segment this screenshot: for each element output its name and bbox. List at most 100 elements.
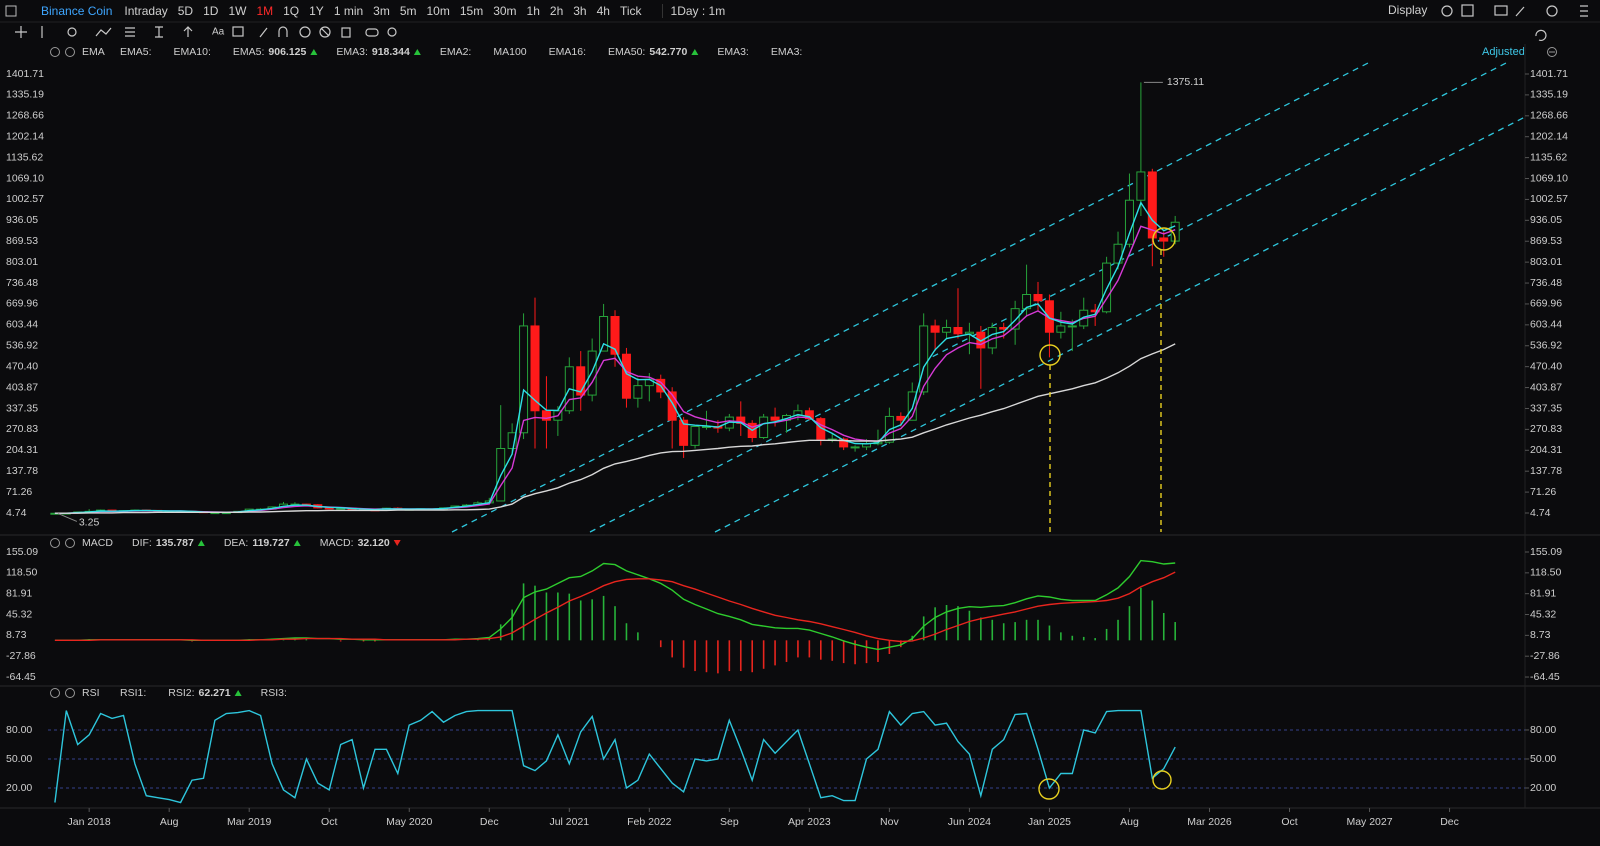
period-list: Intraday 5D 1D 1W 1M 1Q 1Y 1 min 3m 5m 10m 15m 30m 1h… xyxy=(124,4,651,18)
trend-channel[interactable] xyxy=(451,61,1526,533)
candle-body xyxy=(530,325,540,412)
candle-body xyxy=(690,425,700,446)
candle-body xyxy=(759,416,769,438)
candle-body xyxy=(850,446,860,449)
y-tick-label: -27.86 xyxy=(6,650,36,662)
legend-value: 542.770 xyxy=(649,46,687,58)
legend-icons[interactable] xyxy=(50,47,1557,698)
candle-body xyxy=(1136,171,1146,201)
legend-change-arrow xyxy=(197,540,205,546)
x-tick-label: May 2027 xyxy=(1346,816,1392,828)
y-tick-label: 137.78 xyxy=(6,465,38,477)
y-tick-label: 8.73 xyxy=(6,629,27,641)
candle-body xyxy=(1124,199,1134,245)
y-tick-label: 137.78 xyxy=(1530,465,1562,477)
y-tick-label: 603.44 xyxy=(1530,319,1562,331)
legend-name: EMA5: xyxy=(120,46,152,58)
y-tick-label: 80.00 xyxy=(1530,724,1556,736)
period-button[interactable]: 2h xyxy=(549,3,564,18)
y-tick-label: 936.05 xyxy=(6,214,38,226)
candle-body xyxy=(633,385,643,399)
legend-value: 119.727 xyxy=(252,537,290,549)
y-tick-label: 81.91 xyxy=(1530,587,1556,599)
period-button[interactable]: 3m xyxy=(373,3,390,18)
y-tick-label: 155.09 xyxy=(1530,546,1562,558)
candle-body xyxy=(942,327,952,333)
x-tick-label: Dec xyxy=(480,816,499,828)
candle-body xyxy=(1022,294,1032,310)
legend-name: EMA50: xyxy=(608,46,645,58)
y-tick-label: 736.48 xyxy=(6,277,38,289)
series-line xyxy=(54,709,1176,804)
legend-change-arrow xyxy=(691,49,699,55)
indicator-title: EMA xyxy=(82,46,105,58)
y-tick-label: 1401.71 xyxy=(1530,68,1568,80)
legend-value: 62.271 xyxy=(199,687,231,699)
period-button[interactable]: 1Q xyxy=(283,3,300,18)
low-annotation: 3.25 xyxy=(79,516,100,528)
x-tick-label: Jul 2021 xyxy=(549,816,589,828)
period-button[interactable]: 1M xyxy=(256,3,274,18)
adjust-toggle[interactable]: Adjusted xyxy=(1482,46,1524,58)
y-tick-label: 1002.57 xyxy=(6,193,44,205)
menu-icon[interactable] xyxy=(5,4,19,18)
period-button[interactable]: Intraday xyxy=(124,3,168,18)
legend-value: 135.787 xyxy=(156,537,194,549)
candle-body xyxy=(1033,294,1043,302)
y-tick-label: 204.31 xyxy=(1530,444,1562,456)
candle-body xyxy=(953,327,963,335)
y-tick-label: 45.32 xyxy=(6,608,32,620)
legend-name: DIF: xyxy=(132,537,152,549)
indicator-title: RSI xyxy=(82,687,100,699)
tool-icons[interactable] xyxy=(15,4,1588,41)
legend-change-arrow xyxy=(413,49,421,55)
x-tick-label: Apr 2023 xyxy=(788,816,831,828)
candle-body xyxy=(930,325,940,333)
x-tick-label: Aug xyxy=(1120,816,1139,828)
legend-name: RSI2: xyxy=(168,687,194,699)
series-line xyxy=(54,343,1176,514)
y-tick-label: 337.35 xyxy=(6,402,38,414)
legend-name: RSI3: xyxy=(261,687,287,699)
period-button[interactable]: 4h xyxy=(596,3,610,18)
legend-name: EMA10: xyxy=(174,46,211,58)
candle-body xyxy=(576,366,586,396)
legend-value: 918.344 xyxy=(372,46,410,58)
period-button[interactable]: 5m xyxy=(399,3,417,18)
y-tick-label: 1335.19 xyxy=(1530,89,1568,101)
legend-change-arrow xyxy=(393,540,401,546)
markers[interactable] xyxy=(1038,227,1176,800)
period-button[interactable]: 30m xyxy=(493,3,517,18)
y-tick-label: 1202.14 xyxy=(6,130,44,142)
period-button[interactable]: 15m xyxy=(459,3,484,18)
period-button[interactable]: 1D xyxy=(203,3,219,18)
legend-name: EMA3: xyxy=(717,46,749,58)
x-tick-label: Aug xyxy=(160,816,179,828)
y-tick-label: 270.83 xyxy=(1530,423,1562,435)
period-button[interactable]: 1Y xyxy=(309,3,324,18)
candle-body xyxy=(519,325,529,434)
candle-body xyxy=(1056,325,1066,333)
period-button[interactable]: 5D xyxy=(177,3,194,18)
period-button[interactable]: 3h xyxy=(573,3,587,18)
x-tick-label: Jan 2025 xyxy=(1028,816,1071,828)
symbol[interactable]: Binance Coin xyxy=(41,3,113,18)
text-tool-icon[interactable]: Aa xyxy=(212,27,225,38)
period-button[interactable]: Tick xyxy=(619,3,642,18)
legend-name: MA100 xyxy=(493,46,526,58)
candle-body xyxy=(507,432,517,449)
candle-body xyxy=(919,325,929,393)
y-tick-label: 403.87 xyxy=(1530,381,1562,393)
legend-change-arrow xyxy=(310,49,318,55)
x-tick-label: Mar 2026 xyxy=(1187,816,1232,828)
display-menu[interactable]: Display xyxy=(1388,3,1428,17)
candle-body xyxy=(1010,308,1020,330)
period-button[interactable]: 10m xyxy=(426,3,450,18)
interval-select[interactable]: 1Day : 1m xyxy=(661,3,725,18)
annotation-leader xyxy=(57,513,78,522)
period-button[interactable]: 1W xyxy=(228,3,247,18)
period-button[interactable]: 1h xyxy=(526,3,540,18)
period-button[interactable]: 1 min xyxy=(333,3,364,18)
